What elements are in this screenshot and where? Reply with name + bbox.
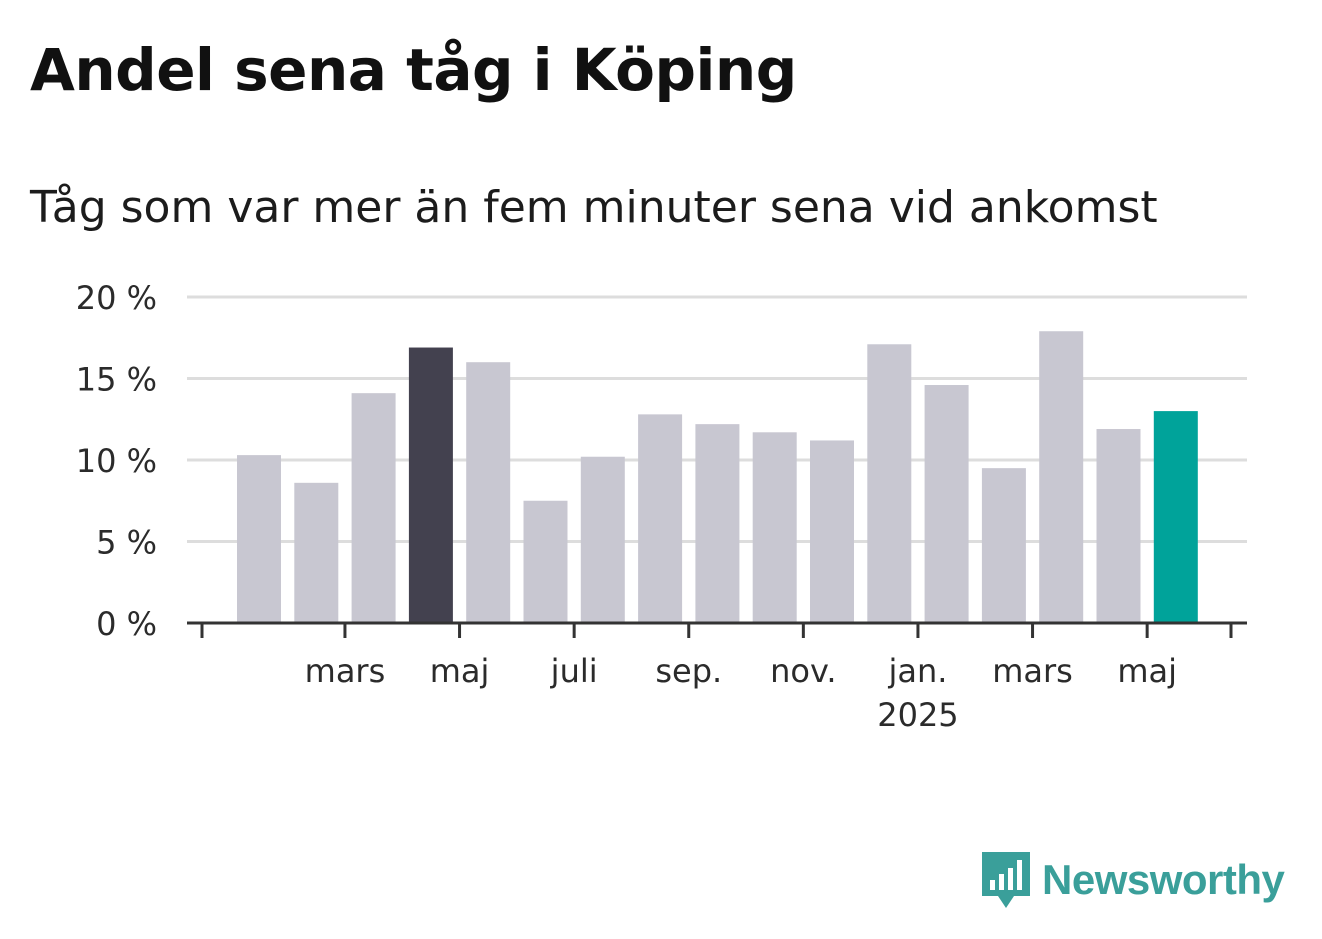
y-tick-label: 10 % bbox=[76, 442, 157, 480]
bar bbox=[924, 385, 969, 623]
bar bbox=[294, 482, 339, 623]
y-tick-label: 15 % bbox=[76, 361, 157, 399]
x-tick-label: mars bbox=[305, 652, 386, 690]
bar bbox=[580, 456, 625, 623]
x-tick-label: nov. bbox=[770, 652, 836, 690]
x-tick-label: jan. bbox=[887, 652, 947, 690]
x-tick-label: maj bbox=[1117, 652, 1177, 690]
chart-title: Andel sena tåg i Köping bbox=[30, 36, 797, 104]
newsworthy-bar-icon bbox=[982, 852, 1030, 908]
bar bbox=[810, 440, 854, 623]
bar bbox=[695, 424, 740, 623]
y-tick-label: 20 % bbox=[76, 279, 157, 317]
bar bbox=[408, 347, 453, 623]
bar bbox=[981, 468, 1026, 623]
x-tick-label: juli bbox=[550, 652, 598, 690]
x-tick-sublabel: 2025 bbox=[877, 696, 958, 734]
y-tick-label: 5 % bbox=[96, 524, 157, 562]
newsworthy-logo: Newsworthy bbox=[980, 850, 1285, 910]
chart-subtitle: Tåg som var mer än fem minuter sena vid … bbox=[30, 182, 1158, 233]
x-tick-label: mars bbox=[992, 652, 1073, 690]
bar bbox=[867, 344, 912, 623]
bar bbox=[752, 432, 797, 623]
bar bbox=[466, 362, 511, 623]
bar bbox=[1039, 331, 1084, 623]
x-tick-label: sep. bbox=[655, 652, 722, 690]
y-tick-label: 0 % bbox=[96, 605, 157, 643]
bar bbox=[638, 414, 683, 623]
logo-text: Newsworthy bbox=[1042, 856, 1285, 903]
bar bbox=[351, 393, 396, 623]
bar bbox=[1096, 429, 1141, 623]
bar bbox=[237, 455, 281, 623]
x-tick-label: maj bbox=[430, 652, 490, 690]
bar bbox=[523, 500, 568, 623]
bar bbox=[1153, 411, 1198, 623]
